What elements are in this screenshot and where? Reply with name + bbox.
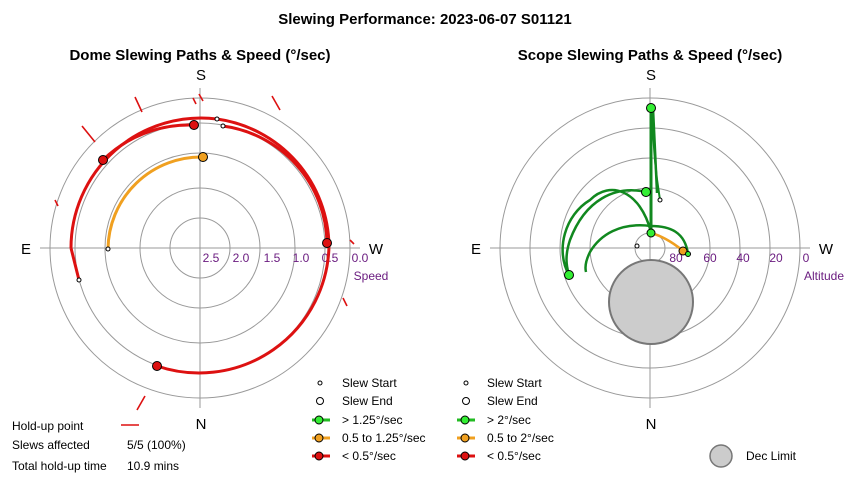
dome-polar-plot: Dome Slewing Paths & Speed (°/sec) S N E…	[21, 47, 388, 433]
holdup-time-label: Total hold-up time	[12, 459, 107, 473]
dome-tick-label: 0.0	[352, 251, 369, 265]
scope-tick-label: 80	[669, 251, 683, 265]
dome-slew-end-marker	[198, 152, 208, 162]
scope-tick-label: 20	[769, 251, 783, 265]
scope-slew-path-mid	[650, 231, 683, 251]
dome-slew-start-marker	[105, 246, 111, 252]
dome-slew-end-marker	[322, 238, 332, 248]
holdup-mark	[198, 93, 204, 102]
holdup-point-label: Hold-up point	[12, 419, 84, 433]
scope-slew-end-marker	[685, 251, 691, 257]
scope-cardinal-w: W	[819, 241, 834, 258]
dome-cardinal-e: E	[21, 241, 31, 258]
legend-start-symbol	[317, 380, 323, 386]
dome-tick-label: 1.0	[293, 251, 310, 265]
dome-legend-label: < 0.5°/sec	[342, 449, 396, 463]
scope-slew-end-marker	[564, 270, 574, 280]
scope-slew-path-fast	[651, 111, 661, 201]
holdup-mark	[136, 395, 146, 411]
scope-legend-label: Slew End	[487, 394, 538, 408]
dome-slew-start-marker	[214, 116, 220, 122]
scope-legend-label: 0.5 to 2°/sec	[487, 431, 554, 445]
legend-slow-marker	[314, 451, 324, 461]
slews-affected-value: 5/5 (100%)	[127, 438, 186, 452]
legend-end-symbol	[462, 397, 470, 405]
scope-dec-limit-label: Dec Limit	[746, 449, 797, 463]
slews-affected-label: Slews affected	[12, 438, 90, 452]
scope-slew-end-marker	[646, 103, 656, 113]
holdup-mark	[342, 297, 348, 307]
legend-mid-marker	[460, 433, 470, 443]
holdup-mark	[192, 97, 197, 105]
holdup-stats: Hold-up point Slews affected 5/5 (100%) …	[12, 419, 186, 473]
dome-slew-path-slow	[222, 124, 329, 244]
dome-slew-start-marker	[220, 123, 226, 129]
legend-dec-limit-symbol	[709, 444, 733, 468]
scope-plot-title: Scope Slewing Paths & Speed (°/sec)	[518, 47, 782, 64]
scope-slew-end-marker	[678, 246, 688, 256]
dome-cardinal-s: S	[196, 67, 206, 84]
scope-dec-limit-region	[608, 259, 694, 345]
dome-tick-label: 2.5	[203, 251, 220, 265]
holdup-mark	[54, 199, 59, 207]
dome-legend-label: 0.5 to 1.25°/sec	[342, 431, 426, 445]
scope-slew-end-marker	[646, 228, 656, 238]
legend-start-symbol	[463, 380, 469, 386]
scope-tick-label: 0	[803, 251, 810, 265]
dome-slew-end-marker	[152, 361, 162, 371]
scope-slew-path-fast	[565, 189, 647, 276]
scope-cardinal-e: E	[471, 241, 481, 258]
dome-slew-path-slow	[69, 247, 81, 281]
dome-legend-label: > 1.25°/sec	[342, 413, 403, 427]
scope-slew-end-marker	[641, 187, 651, 197]
scope-legend: Slew Start Slew End > 2°/sec 0.5 to 2°/s…	[457, 376, 797, 468]
scope-polar-plot: Scope Slewing Paths & Speed (°/sec) S N …	[471, 47, 844, 433]
scope-unit-label: Altitude	[804, 269, 844, 283]
holdup-mark	[271, 95, 281, 111]
dome-slew-end-marker	[98, 155, 108, 165]
scope-legend-label: < 0.5°/sec	[487, 449, 541, 463]
figure-title: Slewing Performance: 2023-06-07 S01121	[278, 11, 572, 28]
scope-tick-label: 60	[703, 251, 717, 265]
legend-fast-marker	[460, 415, 470, 425]
dome-cardinal-n: N	[196, 416, 207, 433]
dome-legend-label: Slew End	[342, 394, 393, 408]
dome-slew-path-mid	[106, 155, 204, 250]
dome-slew-path-slow	[156, 245, 331, 375]
dome-legend-label: Slew Start	[342, 376, 397, 390]
dome-cardinal-w: W	[369, 241, 384, 258]
dome-slew-start-marker	[76, 277, 82, 283]
dome-tick-label: 2.0	[233, 251, 250, 265]
dome-tick-label: 0.5	[322, 251, 339, 265]
dome-holdup-marks	[54, 93, 355, 411]
scope-legend-label: > 2°/sec	[487, 413, 531, 427]
scope-slew-path-fast	[584, 224, 652, 273]
holdup-mark	[81, 125, 96, 143]
scope-legend-label: Slew Start	[487, 376, 542, 390]
holdup-mark	[134, 96, 143, 113]
dome-plot-title: Dome Slewing Paths & Speed (°/sec)	[69, 47, 330, 64]
scope-cardinal-s: S	[646, 67, 656, 84]
legend-mid-marker	[314, 433, 324, 443]
legend-slow-marker	[460, 451, 470, 461]
dome-slew-path-slow	[216, 117, 331, 247]
dome-slew-end-marker	[189, 120, 199, 130]
dome-tick-label: 1.5	[264, 251, 281, 265]
scope-slew-start-marker	[657, 197, 663, 203]
holdup-mark	[349, 239, 355, 245]
scope-tick-label: 40	[736, 251, 750, 265]
scope-cardinal-n: N	[646, 416, 657, 433]
legend-fast-marker	[314, 415, 324, 425]
dome-unit-label: Speed	[354, 269, 389, 283]
holdup-time-value: 10.9 mins	[127, 459, 179, 473]
legend-end-symbol	[316, 397, 324, 405]
scope-slew-path-fast	[561, 188, 653, 276]
dome-legend: Slew Start Slew End > 1.25°/sec 0.5 to 1…	[312, 376, 426, 463]
dome-slew-path-slow	[101, 123, 193, 162]
scope-slew-start-marker	[634, 243, 640, 249]
